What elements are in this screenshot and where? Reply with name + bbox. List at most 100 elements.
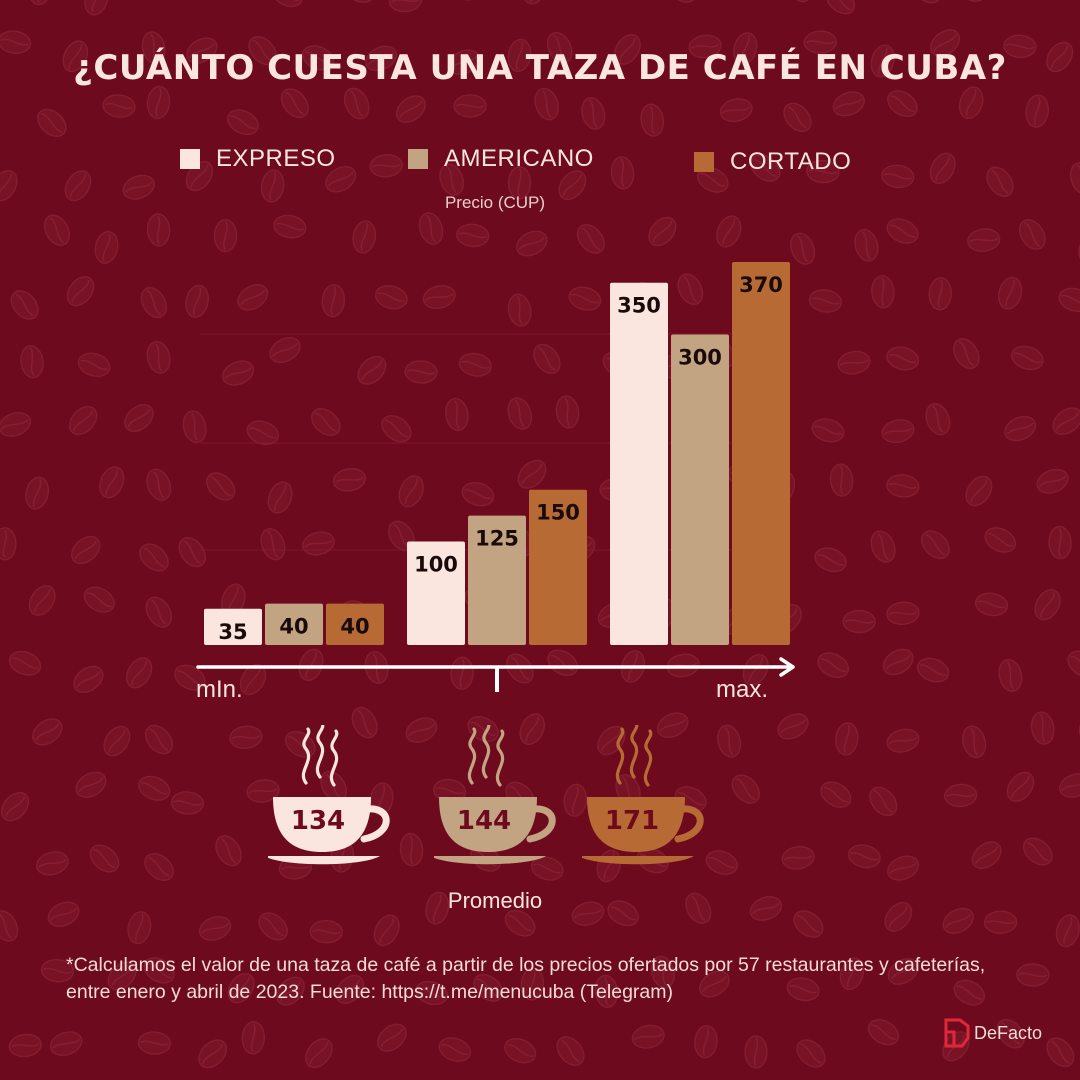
coffee-bean-icon [610,156,635,190]
coffee-bean-icon [174,664,206,691]
bar-cortado-2 [732,262,790,645]
bar-value-label: 40 [340,615,369,639]
coffee-bean-icon [66,276,95,307]
coffee-bean-icon [99,466,125,499]
coffee-bean-icon [73,665,104,694]
coffee-bean-icon [699,970,730,998]
page-title: ¿CUÁNTO CUESTA UNA TAZA DE CAFÉ EN CUBA? [73,48,1007,88]
coffee-bean-icon [89,844,120,873]
coffee-bean-icon [1052,407,1080,436]
coffee-bean-icon [444,397,469,432]
coffee-bean-icon [984,527,1017,553]
coffee-bean-icon [705,850,738,875]
coffee-bean-icon [1030,711,1055,745]
coffee-bean-icon [206,472,236,501]
coffee-bean-icon [43,214,70,246]
coffee-bean-icon [302,531,335,556]
coffee-bean-icon [49,1031,83,1056]
coffee-bean-icon [213,218,238,253]
coffee-bean-icon [507,397,533,430]
coffee-bean-icon [8,1033,42,1058]
coffee-bean-icon [122,174,155,200]
coffee-bean-icon [145,596,173,628]
coffee-bean-icon [103,725,131,757]
x-axis-end-label: max. [716,676,769,703]
average-label: Promedio [447,888,543,913]
coffee-bean-icon [614,34,641,65]
brand-logo: DeFacto [942,1016,1042,1050]
coffee-bean-icon [357,355,387,385]
coffee-bean-icon [1003,34,1037,59]
coffee-bean-icon [886,601,920,626]
coffee-bean-icon [267,481,293,514]
average-cup-cortado: 171 [578,721,732,875]
coffee-bean-icon [884,901,913,932]
coffee-bean-icon [302,45,335,71]
coffee-bean-icon [229,725,263,750]
coffee-bean-icon [404,360,438,384]
coffee-bean-icon [438,1037,472,1062]
coffee-bean-icon [453,94,487,118]
legend-label-americano: AMERICANO [444,145,594,172]
x-axis-arrowhead [779,657,795,677]
coffee-bean-icon [215,835,242,867]
coffee-bean-icon [793,910,824,938]
average-cup-expreso: 134 [264,721,418,875]
coffee-bean-icon [983,910,1018,934]
coffee-bean-icon [321,283,346,318]
coffee-bean-icon [388,0,423,13]
coffee-bean-icon [0,30,32,54]
coffee-bean-icon [280,88,309,119]
coffee-bean-icon [504,909,536,937]
coffee-bean-icon [269,337,301,364]
coffee-bean-icon [796,1039,826,1068]
coffee-bean-icon [8,650,42,676]
coffee-bean-icon [519,713,545,746]
bar-value-label: 125 [475,527,519,551]
coffee-bean-icon [803,30,837,54]
coffee-bean-icon [507,38,532,72]
coffee-bean-icon [967,228,1001,252]
legend-item-americano: AMERICANO [408,145,594,173]
coffee-bean-icon [943,783,978,808]
coffee-bean-icon [677,273,704,306]
coffee-bean-icon [530,856,564,881]
coffee-bean-icon [925,403,951,436]
coffee-bean-icon [144,852,174,881]
average-value-americano: 144 [456,806,512,836]
coffee-bean-icon [36,851,69,876]
coffee-bean-icon [271,0,303,8]
coffee-bean-icon [996,1018,1025,1049]
coffee-bean-icon [146,213,171,247]
coffee-bean-icon [555,395,580,429]
coffee-bean-icon [854,228,879,262]
coffee-bean-icon [170,791,205,815]
coffee-bean-icon [68,405,98,436]
coffee-bean-icon [83,586,115,613]
coffee-bean-icon [781,845,815,870]
coffee-bean-icon [731,774,760,804]
bar-americano-1 [468,515,526,645]
coffee-bean-icon [125,657,153,689]
coffee-bean-icon [144,724,174,755]
coffee-bean-icon [546,31,573,64]
coffee-bean-icon [744,1035,768,1069]
coffee-bean-icon [273,214,307,239]
coffee-bean-icon [953,979,986,1006]
coffee-bean-icon [94,230,119,264]
coffee-bean-icon [178,537,206,568]
coffee-bean-icon [916,657,950,683]
footnote: *Calculamos el valor de una taza de café… [66,954,986,1003]
coffee-bean-icon [717,724,742,758]
coffee-bean-icon [461,482,495,507]
coffee-bean-icon [398,475,424,508]
coffee-bean-icon [140,287,167,319]
average-cups: 134 144 171 [0,721,1080,885]
coffee-bean-icon [107,961,137,991]
coffee-bean-icon [607,900,639,927]
coffee-bean-icon [146,85,171,120]
coffee-bean-icon [124,404,154,433]
coffee-bean-icon [25,476,50,510]
coffee-bean-icon [1058,287,1080,312]
coffee-bean-icon [777,713,809,740]
